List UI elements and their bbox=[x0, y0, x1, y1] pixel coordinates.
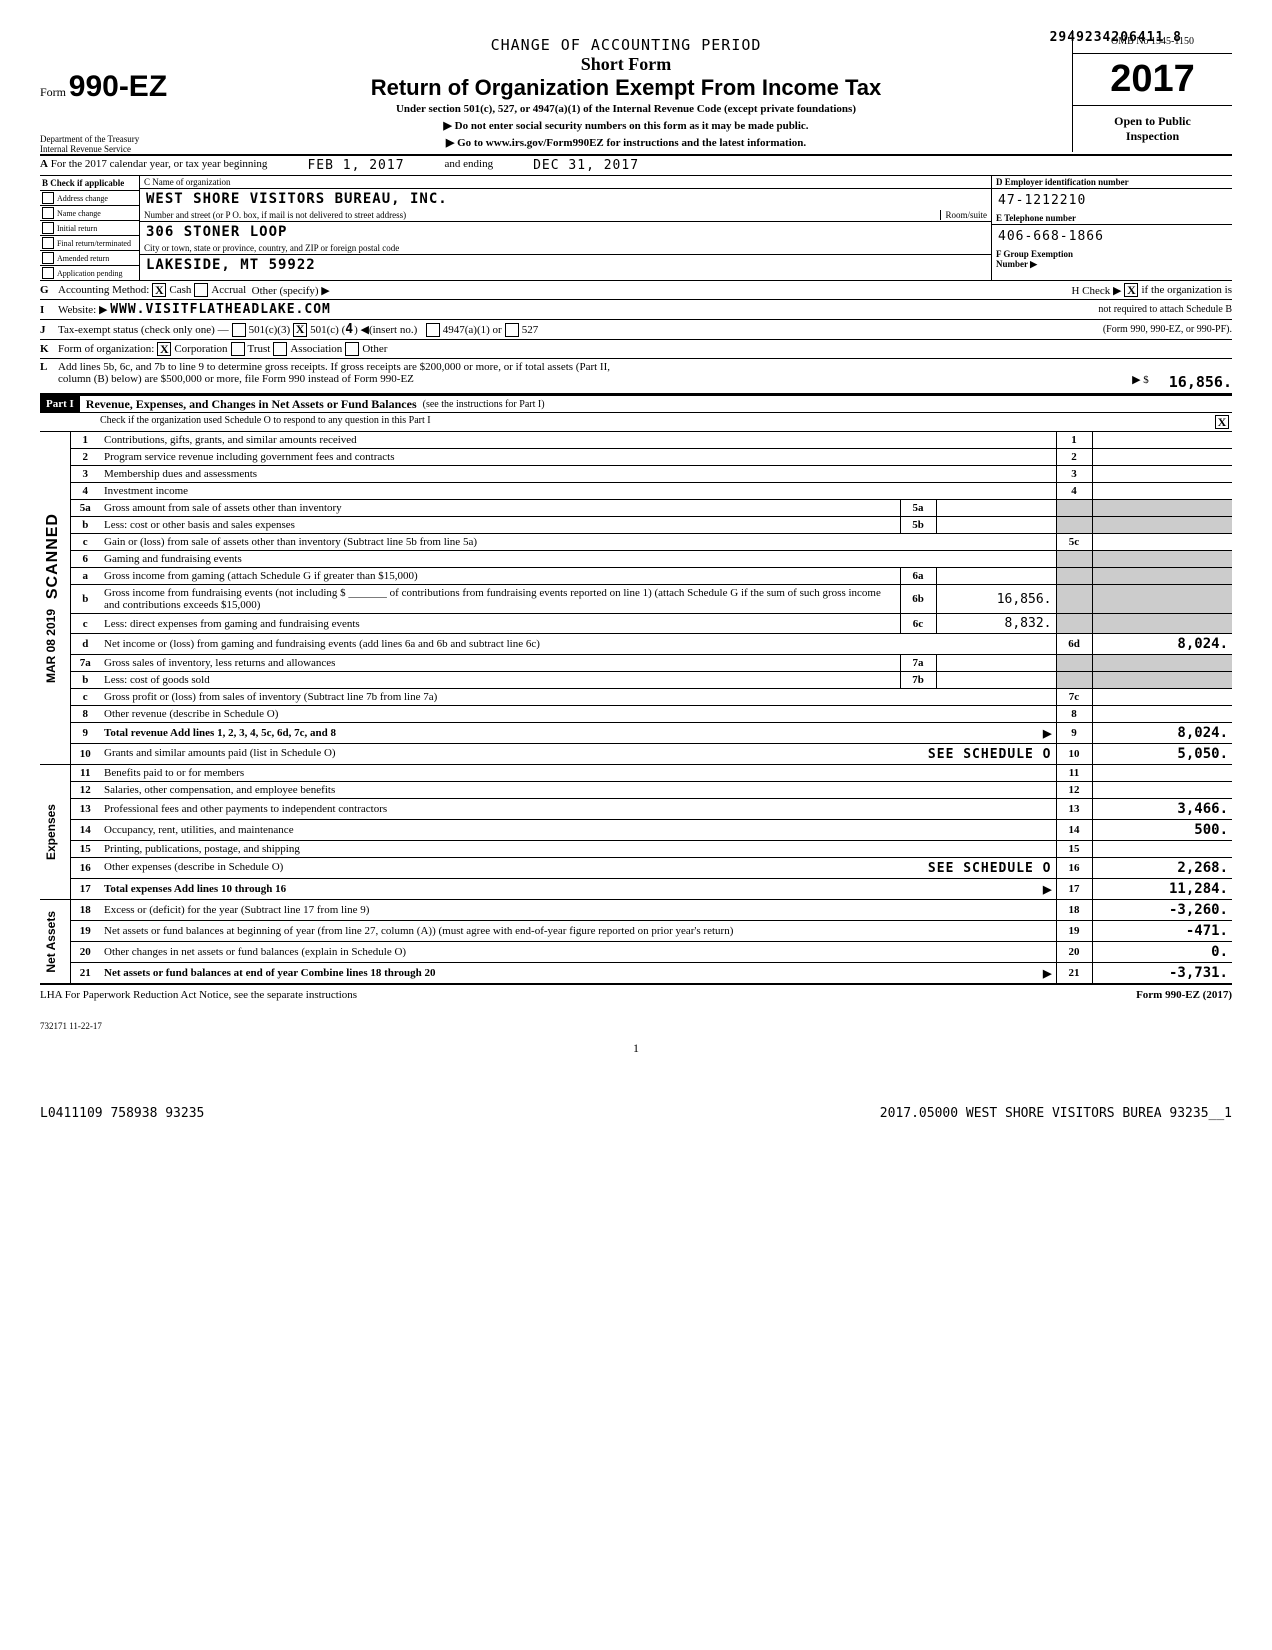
line-k-form-organization: K Form of organization: XCorporation Tru… bbox=[40, 340, 1232, 359]
line-16-value: 2,268. bbox=[1092, 858, 1232, 879]
org-city: LAKESIDE, MT 59922 bbox=[140, 255, 991, 275]
revenue-label: MAR 08 2019 bbox=[44, 609, 58, 683]
subtitle: Under section 501(c), 527, or 4947(a)(1)… bbox=[190, 103, 1062, 115]
line-18-value: -3,260. bbox=[1092, 900, 1232, 921]
line-j-tax-exempt-status: J Tax-exempt status (check only one) — 5… bbox=[40, 320, 1232, 340]
col-b-checkboxes: B Check if applicable Address change Nam… bbox=[40, 176, 140, 280]
501c-number: 4 bbox=[345, 322, 354, 337]
public-inspection: Open to Public Inspection bbox=[1073, 106, 1232, 152]
short-form-label: Short Form bbox=[190, 54, 1062, 75]
chk-501c3[interactable] bbox=[232, 323, 246, 337]
lha-notice: LHA For Paperwork Reduction Act Notice, … bbox=[40, 989, 357, 1001]
chk-trust[interactable] bbox=[231, 342, 245, 356]
chk-amended-return[interactable]: Amended return bbox=[40, 251, 139, 266]
chk-address-change[interactable]: Address change bbox=[40, 191, 139, 206]
chk-corporation[interactable]: X bbox=[157, 342, 171, 356]
bottom-codes: L0411109 758938 93235 2017.05000 WEST SH… bbox=[40, 1106, 1232, 1121]
chk-schedule-b-not-required[interactable]: X bbox=[1124, 283, 1138, 297]
scanned-stamp: SCANNED bbox=[44, 513, 62, 599]
form-number: 990-EZ bbox=[69, 70, 167, 103]
line-i-website: I Website: ▶ WWW.VISITFLATHEADLAKE.COM n… bbox=[40, 300, 1232, 320]
warning-url: ▶ Go to www.irs.gov/Form990EZ for instru… bbox=[190, 136, 1062, 149]
net-assets-label: Net Assets bbox=[44, 911, 58, 973]
ein: 47-1212210 bbox=[992, 189, 1232, 212]
bottom-code-left: L0411109 758938 93235 bbox=[40, 1106, 204, 1121]
header-right: OMB No 1545-1150 2017 Open to Public Ins… bbox=[1072, 30, 1232, 152]
line-6c-value: 8,832. bbox=[936, 614, 1056, 634]
chk-other-org[interactable] bbox=[345, 342, 359, 356]
chk-association[interactable] bbox=[273, 342, 287, 356]
page-number: 1 bbox=[40, 1041, 1232, 1056]
schedule-o-check: Check if the organization used Schedule … bbox=[40, 413, 1232, 432]
dept-irs: Internal Revenue Service bbox=[40, 144, 180, 154]
gross-receipts-value: 16,856. bbox=[1169, 373, 1232, 391]
org-name: WEST SHORE VISITORS BUREAU, INC. bbox=[140, 189, 991, 209]
tax-year-end: DEC 31, 2017 bbox=[533, 158, 639, 173]
chk-initial-return[interactable]: Initial return bbox=[40, 221, 139, 236]
software-code: 732171 11-22-17 bbox=[40, 1021, 1232, 1031]
chk-schedule-o[interactable]: X bbox=[1215, 415, 1229, 429]
line-l-gross-receipts: L Add lines 5b, 6c, and 7b to line 9 to … bbox=[40, 359, 1232, 394]
org-address: 306 STONER LOOP bbox=[140, 222, 991, 242]
telephone: 406-668-1866 bbox=[992, 225, 1232, 248]
website-url: WWW.VISITFLATHEADLAKE.COM bbox=[110, 302, 331, 317]
chk-4947a1[interactable] bbox=[426, 323, 440, 337]
part-i-header: Part I Revenue, Expenses, and Changes in… bbox=[40, 394, 1232, 413]
line-13-value: 3,466. bbox=[1092, 799, 1232, 820]
form-header: Form 990-EZ Department of the Treasury I… bbox=[40, 30, 1232, 156]
col-d-ein-phone: D Employer identification number 47-1212… bbox=[992, 176, 1232, 280]
line-6d-value: 8,024. bbox=[1092, 634, 1232, 655]
form-reference: Form 990-EZ (2017) bbox=[1136, 989, 1232, 1001]
header-center: CHANGE OF ACCOUNTING PERIOD Short Form R… bbox=[180, 30, 1072, 153]
chk-501c[interactable]: X bbox=[293, 323, 307, 337]
line-20-value: 0. bbox=[1092, 942, 1232, 963]
line-6b-value: 16,856. bbox=[936, 585, 1056, 614]
tax-year-begin: FEB 1, 2017 bbox=[307, 158, 404, 173]
chk-final-return[interactable]: Final return/terminated bbox=[40, 236, 139, 251]
bottom-code-right: 2017.05000 WEST SHORE VISITORS BUREA 932… bbox=[880, 1106, 1232, 1121]
expenses-label: Expenses bbox=[44, 804, 58, 860]
line-g-accounting-method: G Accounting Method: XCash Accrual Other… bbox=[40, 281, 1232, 300]
line-17-total-expenses: 11,284. bbox=[1092, 879, 1232, 900]
form-number-box: Form 990-EZ Department of the Treasury I… bbox=[40, 30, 180, 154]
main-title: Return of Organization Exempt From Incom… bbox=[190, 75, 1062, 101]
dept-treasury: Department of the Treasury bbox=[40, 134, 180, 144]
line-10-value: 5,050. bbox=[1092, 744, 1232, 765]
lines-table: SCANNEDMAR 08 2019 1Contributions, gifts… bbox=[40, 432, 1232, 985]
chk-application-pending[interactable]: Application pending bbox=[40, 266, 139, 280]
chk-527[interactable] bbox=[505, 323, 519, 337]
chk-name-change[interactable]: Name change bbox=[40, 206, 139, 221]
chk-cash[interactable]: X bbox=[152, 283, 166, 297]
document-id: 2949234206411 8 bbox=[1050, 30, 1182, 45]
footer: LHA For Paperwork Reduction Act Notice, … bbox=[40, 985, 1232, 1001]
form-990ez: 2949234206411 8 Form 990-EZ Department o… bbox=[40, 30, 1232, 1121]
row-a-tax-year: A For the 2017 calendar year, or tax yea… bbox=[40, 156, 1232, 176]
tax-year: 2017 bbox=[1073, 54, 1232, 106]
line-21-value: -3,731. bbox=[1092, 963, 1232, 985]
change-period: CHANGE OF ACCOUNTING PERIOD bbox=[190, 36, 1062, 54]
line-19-value: -471. bbox=[1092, 921, 1232, 942]
line-9-total-revenue: 8,024. bbox=[1092, 723, 1232, 744]
line-14-value: 500. bbox=[1092, 820, 1232, 841]
form-prefix: Form bbox=[40, 85, 66, 99]
chk-accrual[interactable] bbox=[194, 283, 208, 297]
warning-ssn: ▶ Do not enter social security numbers o… bbox=[190, 119, 1062, 132]
col-c-name-address: C Name of organization WEST SHORE VISITO… bbox=[140, 176, 992, 280]
entity-info-section: B Check if applicable Address change Nam… bbox=[40, 176, 1232, 281]
